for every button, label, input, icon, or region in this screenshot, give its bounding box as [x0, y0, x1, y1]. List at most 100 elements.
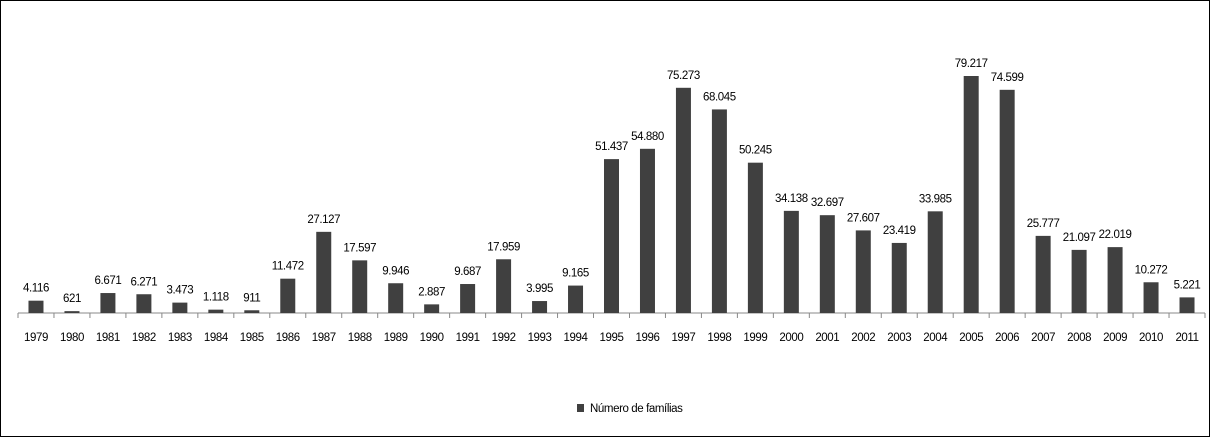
x-tick-label: 1992 [492, 332, 516, 344]
bar [352, 260, 368, 313]
value-label: 27.607 [847, 212, 880, 224]
x-tick-label: 2004 [923, 332, 948, 344]
bar [136, 294, 152, 313]
x-tick-label: 1996 [635, 332, 659, 344]
bar [963, 76, 979, 313]
x-tick-label: 1994 [564, 332, 589, 344]
bar [28, 300, 44, 313]
x-tick-label: 2000 [779, 332, 803, 344]
bar [819, 215, 835, 313]
bar [568, 285, 584, 313]
bar [460, 284, 476, 313]
bar [1179, 297, 1195, 313]
x-tick-label: 1979 [24, 332, 48, 344]
x-tick-label: 1988 [348, 332, 372, 344]
value-label: 32.697 [811, 197, 844, 209]
value-label: 17.597 [343, 242, 376, 254]
x-tick-label: 1986 [276, 332, 300, 344]
legend-swatch [577, 404, 584, 412]
x-tick-label: 1983 [168, 332, 192, 344]
value-label: 79.217 [955, 58, 988, 70]
bar [208, 309, 224, 313]
x-tick-label: 2002 [851, 332, 875, 344]
x-tick-label: 1990 [420, 332, 444, 344]
value-label: 9.687 [454, 266, 481, 278]
bar [1107, 247, 1123, 313]
x-tick-label: 1997 [671, 332, 695, 344]
value-label: 10.272 [1135, 264, 1168, 276]
value-label: 3.473 [166, 285, 193, 297]
bar [1035, 235, 1051, 313]
value-label: 23.419 [883, 225, 916, 237]
x-tick-label: 1984 [204, 332, 229, 344]
x-tick-label: 1995 [600, 332, 624, 344]
x-tick-label: 2009 [1103, 332, 1127, 344]
bar [747, 162, 763, 313]
value-label: 621 [63, 293, 81, 305]
x-tick-label: 1980 [60, 332, 84, 344]
value-label: 68.045 [703, 91, 736, 103]
x-tick-label: 1987 [312, 332, 336, 344]
x-tick-label: 1985 [240, 332, 264, 344]
value-label: 34.138 [775, 193, 808, 205]
bar [532, 301, 548, 313]
value-label: 11.472 [272, 261, 304, 273]
bar [388, 283, 404, 313]
value-label: 50.245 [739, 145, 772, 157]
bar [855, 230, 871, 313]
x-tick-label: 2006 [995, 332, 1019, 344]
bar [999, 89, 1015, 314]
x-tick-label: 1989 [384, 332, 408, 344]
value-label: 21.097 [1063, 232, 1096, 244]
x-tick-label: 2001 [815, 332, 839, 344]
bar [639, 148, 655, 313]
x-tick-label: 1982 [132, 332, 156, 344]
bar [891, 242, 907, 313]
value-label: 27.127 [307, 214, 340, 226]
value-label: 1.118 [203, 292, 229, 304]
bar [711, 109, 727, 313]
value-label: 25.777 [1027, 218, 1060, 230]
value-label: 54.880 [631, 131, 664, 143]
x-tick-label: 2011 [1175, 332, 1198, 344]
x-tick-label: 1998 [707, 332, 731, 344]
x-tick-label: 1993 [528, 332, 552, 344]
x-tick-label: 2003 [887, 332, 911, 344]
x-tick-label: 2007 [1031, 332, 1055, 344]
value-label: 22.019 [1099, 229, 1132, 241]
bar [100, 293, 116, 313]
bar [172, 302, 188, 313]
value-label: 75.273 [667, 70, 700, 82]
x-tick-label: 1991 [456, 332, 480, 344]
value-label: 3.995 [526, 283, 553, 295]
x-tick-label: 1999 [743, 332, 767, 344]
value-label: 4.116 [23, 283, 49, 295]
bar [244, 310, 260, 313]
value-label: 6.671 [95, 275, 122, 287]
bar [1143, 282, 1159, 313]
bar [64, 311, 80, 313]
legend-label: Número de famílias [590, 403, 683, 415]
bar [424, 304, 440, 313]
bar [927, 211, 943, 313]
value-label: 911 [243, 292, 260, 304]
value-label: 9.946 [382, 265, 409, 277]
x-tick-label: 1981 [96, 332, 120, 344]
value-label: 74.599 [991, 72, 1024, 84]
value-label: 51.437 [595, 141, 628, 153]
bar [604, 159, 619, 313]
x-tick-label: 2005 [959, 332, 983, 344]
bar [675, 87, 691, 313]
x-tick-label: 2008 [1067, 332, 1091, 344]
bar [280, 278, 296, 313]
bar [316, 231, 332, 313]
bar [496, 259, 512, 313]
bar [783, 210, 799, 313]
bar [1071, 249, 1087, 313]
value-label: 9.165 [562, 268, 589, 280]
value-label: 33.985 [919, 193, 952, 205]
value-label: 6.271 [131, 276, 158, 288]
value-label: 17.959 [487, 241, 520, 253]
value-label: 5.221 [1174, 279, 1201, 291]
